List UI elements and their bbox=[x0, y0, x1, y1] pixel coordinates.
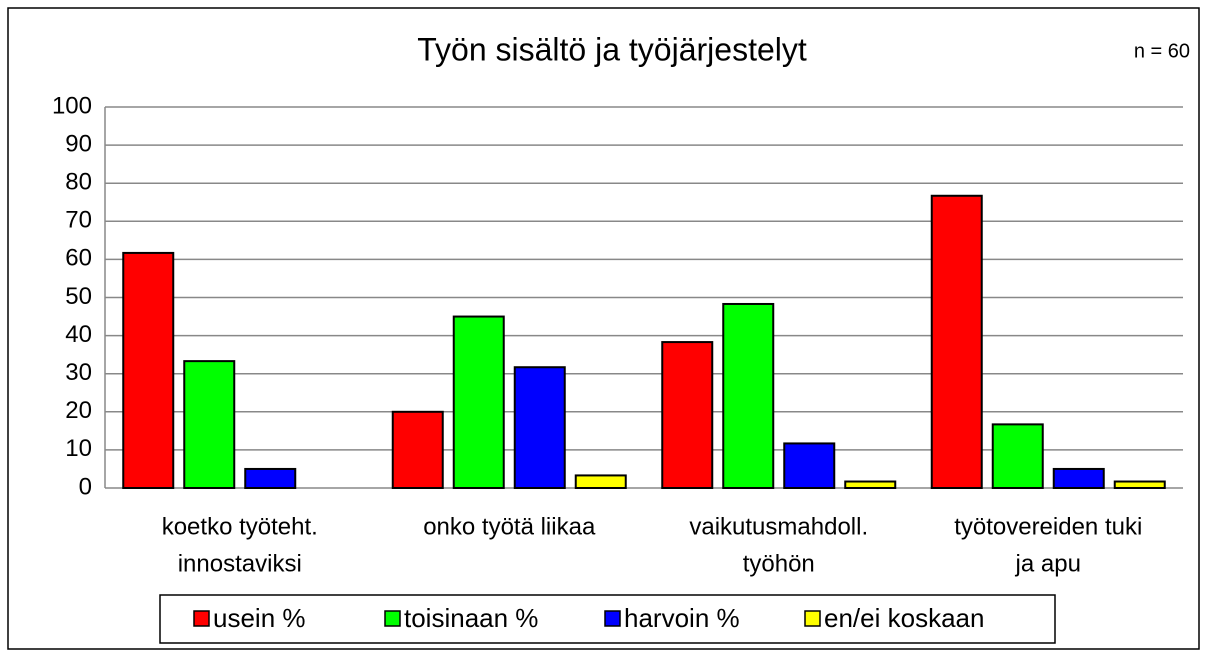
y-tick-label: 0 bbox=[79, 473, 92, 500]
y-tick-label: 10 bbox=[65, 435, 92, 462]
x-tick-label: innostaviksi bbox=[178, 550, 302, 577]
bar bbox=[513, 366, 566, 489]
bar bbox=[844, 480, 897, 490]
x-tick-label: koetko työteht. bbox=[162, 513, 318, 540]
legend-label: harvoin % bbox=[624, 603, 740, 633]
bar bbox=[452, 315, 505, 489]
bar bbox=[783, 442, 836, 490]
bar bbox=[183, 360, 236, 490]
bar bbox=[1052, 467, 1105, 490]
bar bbox=[244, 467, 297, 490]
y-tick-label: 90 bbox=[65, 130, 92, 157]
legend-swatch bbox=[193, 610, 210, 627]
x-tick-label: ja apu bbox=[1015, 550, 1081, 577]
y-tick-label: 60 bbox=[65, 245, 92, 272]
y-tick-label: 20 bbox=[65, 397, 92, 424]
x-tick-label: onko työtä liikaa bbox=[423, 513, 596, 540]
legend-label: toisinaan % bbox=[404, 603, 538, 633]
y-tick-label: 100 bbox=[52, 92, 92, 119]
bar bbox=[574, 474, 627, 490]
bar bbox=[991, 423, 1044, 489]
chart-title: Työn sisältö ja työjärjestelyt bbox=[417, 31, 807, 67]
chart-frame bbox=[7, 7, 1200, 650]
annotation: n = 60 bbox=[1134, 40, 1190, 62]
legend-swatch bbox=[804, 610, 821, 627]
y-tick-label: 40 bbox=[65, 321, 92, 348]
y-tick-label: 70 bbox=[65, 207, 92, 234]
bar bbox=[661, 341, 714, 489]
x-tick-label: työhön bbox=[743, 550, 815, 577]
y-tick-label: 80 bbox=[65, 169, 92, 196]
legend-swatch bbox=[604, 610, 621, 627]
y-tick-label: 50 bbox=[65, 283, 92, 310]
legend-label: en/ei koskaan bbox=[824, 603, 984, 633]
bar bbox=[1113, 480, 1166, 490]
legend-label: usein % bbox=[213, 603, 306, 633]
bar bbox=[122, 251, 175, 489]
x-tick-label: työtovereiden tuki bbox=[954, 513, 1142, 540]
x-tick-label: vaikutusmahdoll. bbox=[689, 513, 868, 540]
bar bbox=[391, 410, 444, 489]
legend-swatch bbox=[384, 610, 401, 627]
bar bbox=[722, 302, 775, 489]
y-tick-label: 30 bbox=[65, 359, 92, 386]
bar bbox=[930, 194, 983, 489]
